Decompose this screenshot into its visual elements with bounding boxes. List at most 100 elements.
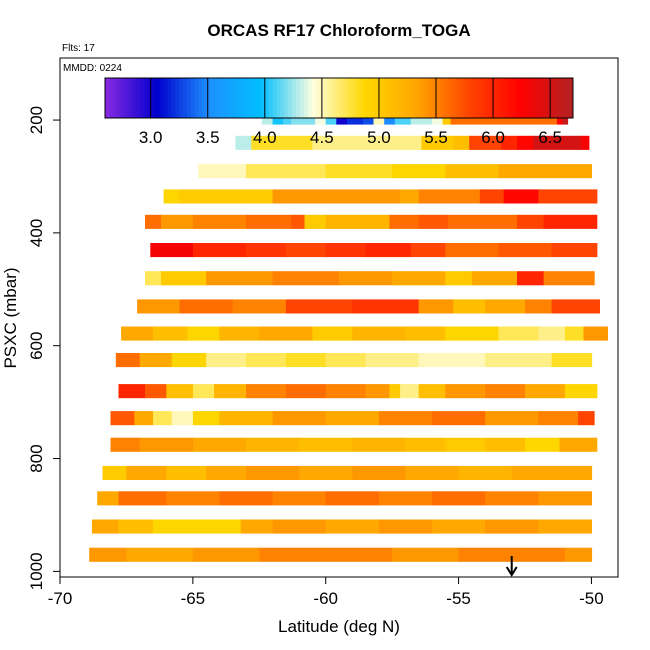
marker-head bbox=[505, 566, 518, 577]
heatmap-cell bbox=[445, 326, 499, 341]
heatmap-cell bbox=[325, 384, 367, 399]
colorbar-swatch bbox=[378, 78, 383, 118]
colorbar-swatch bbox=[409, 78, 414, 118]
heatmap-cell bbox=[171, 411, 194, 426]
heatmap-cell bbox=[543, 214, 598, 229]
colorbar-tick-label: 3.0 bbox=[139, 128, 163, 147]
colorbar: 3.0 3.5 4.0 4.5 5.0 5.5 6.0 6.5 bbox=[104, 77, 574, 147]
heatmap-cell bbox=[485, 519, 539, 534]
heatmap-cell bbox=[126, 547, 194, 562]
heatmap-cell bbox=[339, 271, 393, 286]
heatmap-cell bbox=[538, 519, 592, 534]
heatmap-cell bbox=[392, 547, 460, 562]
colorbar-swatch bbox=[557, 78, 562, 118]
colorbar-swatch bbox=[459, 78, 465, 118]
heatmap-cell bbox=[171, 353, 207, 368]
colorbar-swatch bbox=[498, 78, 504, 118]
colorbar-swatch bbox=[440, 78, 445, 118]
heatmap-cell bbox=[240, 519, 274, 534]
heatmap-cell bbox=[410, 243, 446, 258]
heatmap-cell bbox=[365, 243, 412, 258]
heatmap-cell bbox=[179, 189, 274, 204]
heatmap-cell bbox=[139, 353, 173, 368]
colorbar-swatch bbox=[530, 78, 535, 118]
heatmap-cell bbox=[325, 519, 380, 534]
heatmap-cell bbox=[405, 437, 446, 452]
colorbar-tick-label: 5.5 bbox=[424, 128, 448, 147]
heatmap-cell bbox=[432, 519, 486, 534]
colorbar-swatch bbox=[190, 78, 196, 118]
heatmap-cell bbox=[192, 384, 215, 399]
heatmap-cell bbox=[389, 384, 401, 399]
colorbar-swatch bbox=[311, 78, 316, 118]
colorbar-swatch bbox=[444, 78, 449, 118]
heatmap-cell bbox=[166, 491, 220, 506]
heatmap-cell bbox=[325, 214, 391, 229]
heatmap-cell bbox=[445, 437, 486, 452]
colorbar-swatch bbox=[381, 78, 387, 118]
colorbar-swatch bbox=[128, 78, 133, 118]
colorbar-swatch bbox=[339, 78, 344, 118]
colorbar-swatch bbox=[108, 78, 114, 118]
heatmap-cell bbox=[251, 135, 313, 150]
colorbar-tick-label: 3.5 bbox=[196, 128, 220, 147]
heatmap-cell bbox=[479, 189, 505, 204]
heatmap-cell bbox=[418, 189, 481, 204]
colorbar-swatch bbox=[335, 78, 340, 118]
heatmap-cell bbox=[153, 519, 242, 534]
heatmap-cell bbox=[559, 437, 598, 452]
colorbar-swatch bbox=[284, 78, 289, 118]
heatmap-cell bbox=[166, 465, 207, 480]
heatmap-cell bbox=[259, 547, 327, 562]
heatmap-cell bbox=[458, 547, 526, 562]
heatmap-cell bbox=[219, 411, 274, 426]
heatmap-cell bbox=[285, 243, 327, 258]
colorbar-swatch bbox=[362, 78, 367, 118]
heatmap-cell bbox=[400, 189, 420, 204]
colorbar-swatch bbox=[288, 78, 293, 118]
heatmap-cell bbox=[405, 465, 460, 480]
heatmap-cell bbox=[400, 384, 420, 399]
flights-label: Flts: 17 bbox=[62, 43, 95, 54]
heatmap-cell bbox=[145, 214, 162, 229]
colorbar-swatch bbox=[151, 78, 157, 118]
colorbar-swatch bbox=[272, 78, 277, 118]
heatmap-cell bbox=[525, 299, 553, 314]
heatmap-cell bbox=[485, 384, 526, 399]
heatmap-cell bbox=[272, 519, 327, 534]
heatmap-cell bbox=[259, 326, 313, 341]
colorbar-tick-label: 4.0 bbox=[253, 128, 277, 147]
heatmap-cell bbox=[166, 384, 194, 399]
colorbar-swatch bbox=[327, 78, 332, 118]
colorbar-swatch bbox=[253, 78, 258, 118]
heatmap-cell bbox=[453, 299, 486, 314]
colorbar-swatch bbox=[264, 78, 270, 118]
heatmap-cell bbox=[285, 384, 327, 399]
heatmap-cell bbox=[458, 465, 513, 480]
heatmap-cell bbox=[503, 189, 539, 204]
colorbar-swatch bbox=[452, 78, 457, 118]
colorbar-swatch bbox=[261, 78, 266, 118]
heatmap-cell bbox=[299, 465, 353, 480]
heatmap-cell bbox=[325, 353, 367, 368]
colorbar-swatch bbox=[163, 78, 168, 118]
heatmap-cell bbox=[219, 326, 260, 341]
heatmap-cell bbox=[246, 243, 287, 258]
heatmap-cell bbox=[246, 164, 327, 179]
heatmap-cell bbox=[445, 164, 499, 179]
heatmap-cell bbox=[206, 353, 247, 368]
heatmap-cell bbox=[91, 519, 120, 534]
heatmap-cell bbox=[246, 214, 292, 229]
heatmap-cell bbox=[517, 271, 545, 286]
colorbar-swatch bbox=[456, 78, 461, 118]
colorbar-swatch bbox=[257, 78, 262, 118]
colorbar-swatch bbox=[323, 78, 328, 118]
heatmap-cell bbox=[246, 465, 300, 480]
heatmap-cell bbox=[564, 547, 593, 562]
heatmap-cell bbox=[498, 164, 592, 179]
colorbar-swatch bbox=[136, 78, 141, 118]
colorbar-swatch bbox=[510, 78, 515, 118]
heatmap-cell bbox=[564, 326, 585, 341]
colorbar-swatch bbox=[545, 78, 550, 118]
colorbar-swatch bbox=[417, 78, 422, 118]
